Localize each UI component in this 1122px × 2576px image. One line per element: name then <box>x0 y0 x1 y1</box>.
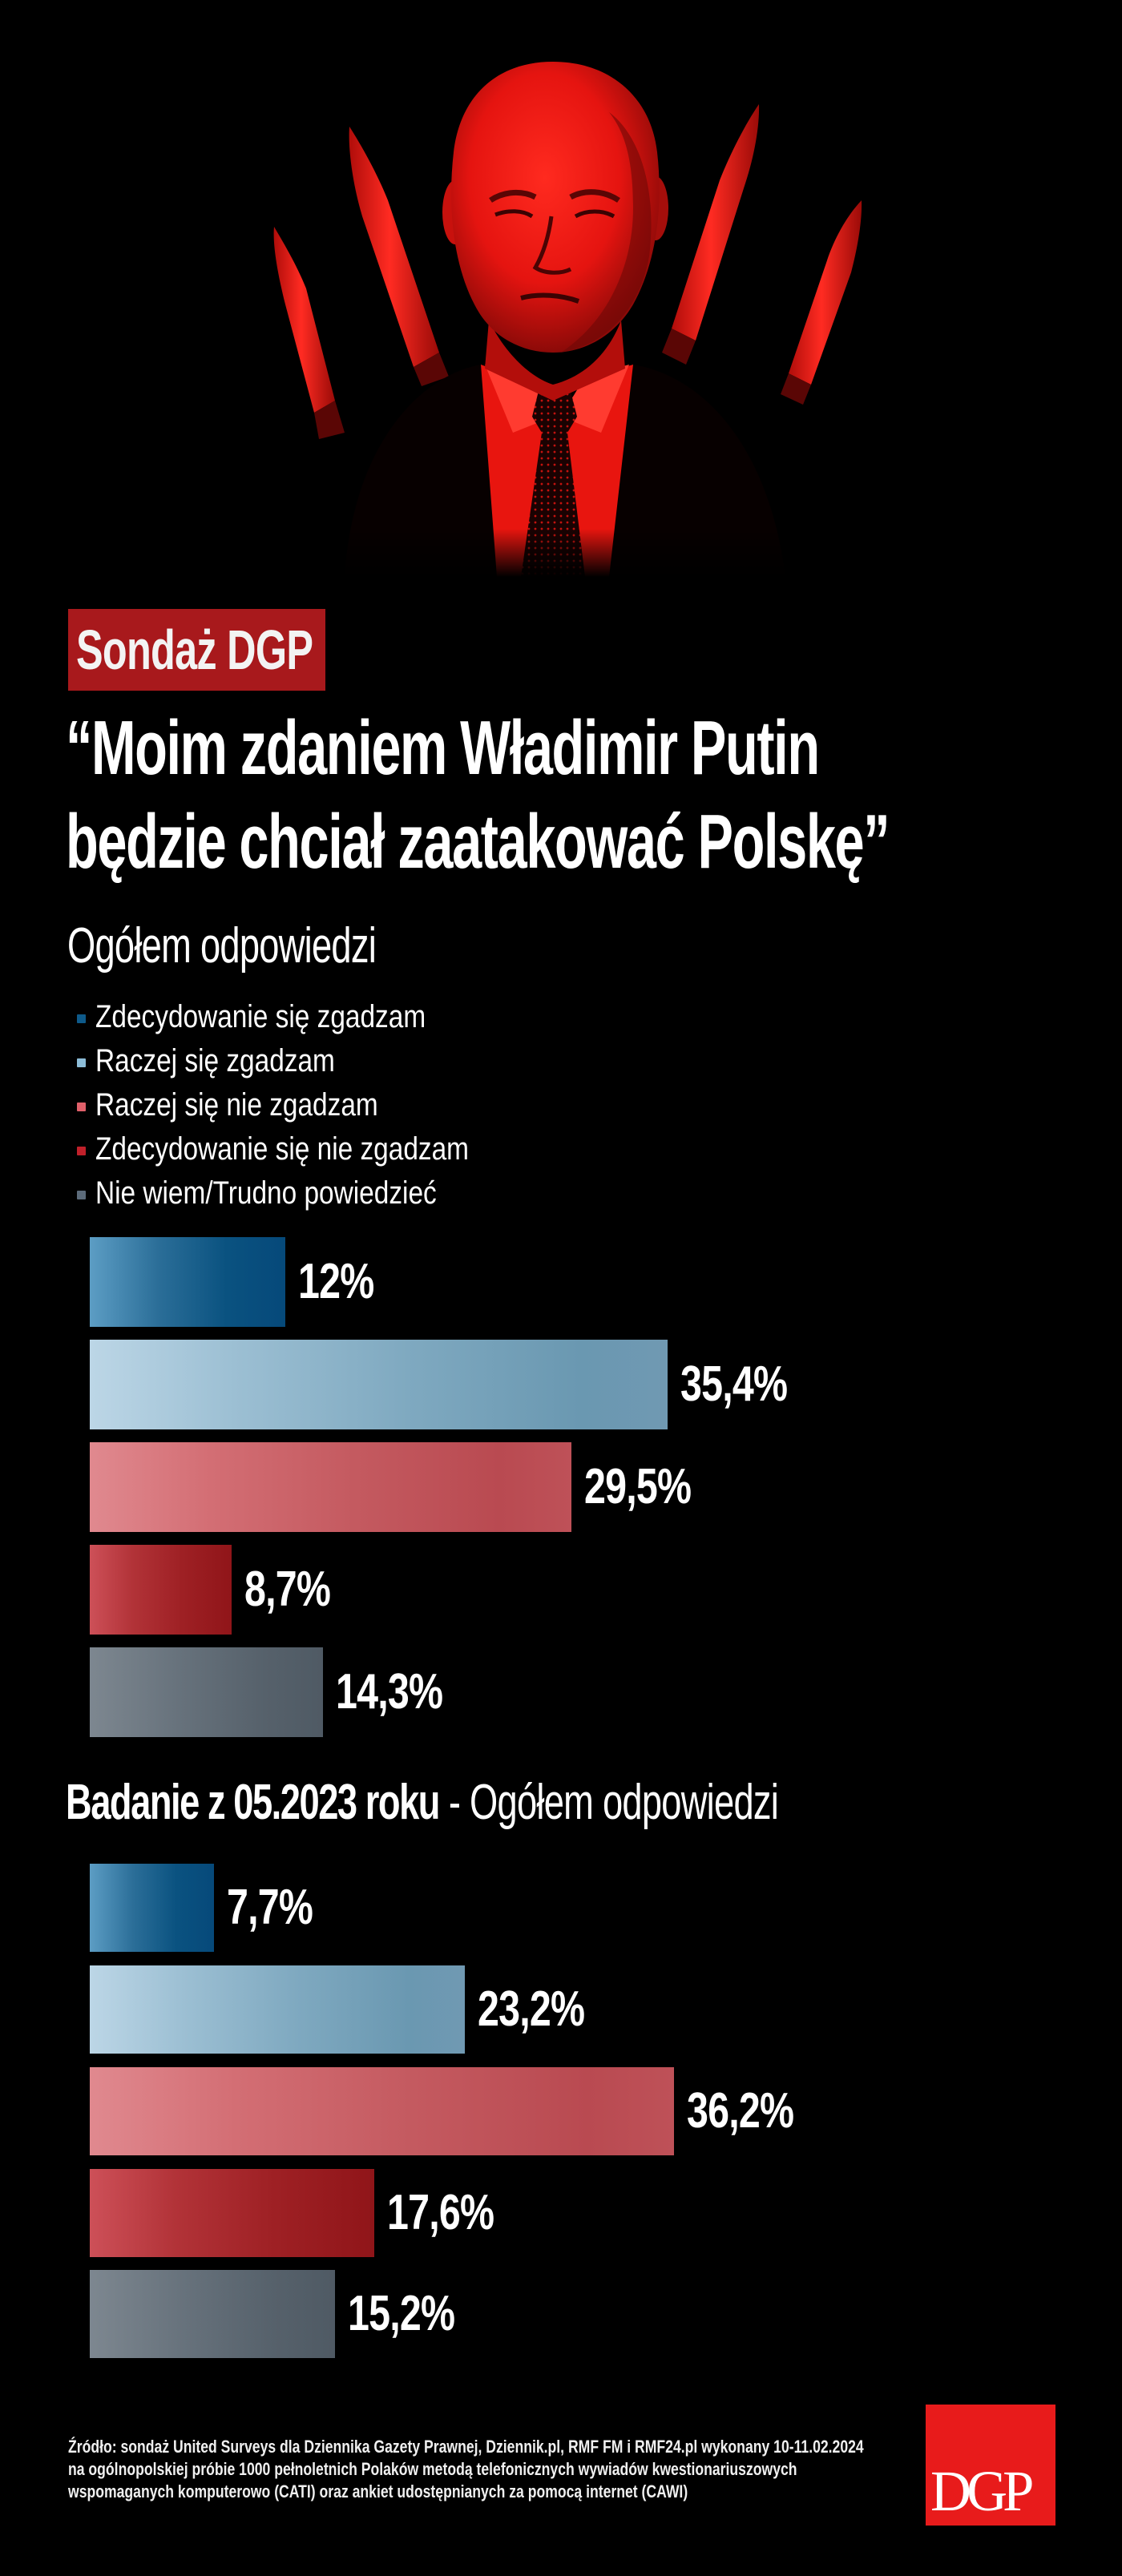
legend-label: Raczej się nie zgadzam <box>95 1087 378 1123</box>
source-line-3: wspomaganych komputerowo (CATI) oraz ank… <box>68 2481 688 2501</box>
bar-value: 23,2% <box>478 1981 585 2037</box>
missile-left-inner <box>349 127 449 386</box>
bar <box>90 2270 335 2358</box>
hero-illustration <box>0 0 1122 577</box>
bar <box>90 2169 374 2257</box>
chart-subtitle: Ogółem odpowiedzi <box>67 918 377 974</box>
legend-swatch-icon <box>77 1191 86 1199</box>
bar-value: 15,2% <box>348 2286 455 2341</box>
bar <box>90 2067 674 2155</box>
dgp-logo-text: DGP <box>930 2459 1034 2523</box>
missile-right-inner <box>662 104 760 365</box>
bar-value: 14,3% <box>336 1664 443 1719</box>
comparison-heading: Badanie z 05.2023 roku - Ogółem odpowied… <box>66 1774 779 1832</box>
legend-swatch-icon <box>77 1147 86 1155</box>
bar-value: 17,6% <box>387 2185 494 2240</box>
bar-value: 12% <box>298 1254 374 1309</box>
bar <box>90 1647 323 1737</box>
dgp-logo: DGP <box>926 2405 1055 2526</box>
putin-missiles-icon <box>0 62 1122 577</box>
legend-swatch-icon <box>77 1058 86 1067</box>
bar <box>90 1965 465 2054</box>
survey-badge: Sondaż DGP <box>68 609 325 691</box>
legend-label: Zdecydowanie się zgadzam <box>95 999 426 1034</box>
legend-label: Raczej się zgadzam <box>95 1043 335 1078</box>
bar-value: 8,7% <box>244 1562 331 1617</box>
legend-swatch-icon <box>77 1014 86 1023</box>
bar <box>90 1545 232 1635</box>
comparison-heading-rest: - Ogółem odpowiedzi <box>438 1775 779 1830</box>
bar <box>90 1442 571 1532</box>
bar <box>90 1237 285 1327</box>
legend-swatch-icon <box>77 1103 86 1111</box>
source-note: Źródło: sondaż United Surveys dla Dzienn… <box>68 2436 1063 2503</box>
bar-value: 35,4% <box>680 1357 788 1412</box>
missile-right-outer <box>781 200 862 405</box>
bar-value: 29,5% <box>584 1459 692 1514</box>
bar <box>90 1864 214 1952</box>
bar-value: 36,2% <box>687 2083 794 2139</box>
source-line-2: na ogólnopolskiej próbie 1000 pełnoletni… <box>68 2459 797 2479</box>
bar <box>90 1340 668 1429</box>
badge-label: Sondaż DGP <box>76 619 313 681</box>
bar-value: 7,7% <box>227 1880 313 1935</box>
chart-title-line-1: “Moim zdaniem Władimir Putin <box>66 705 820 791</box>
missile-left-outer <box>273 227 345 439</box>
legend-label: Nie wiem/Trudno powiedzieć <box>95 1175 437 1211</box>
source-line-1: Źródło: sondaż United Surveys dla Dzienn… <box>68 2437 864 2457</box>
comparison-heading-bold: Badanie z 05.2023 roku <box>66 1775 440 1830</box>
chart-title-line-2: będzie chciał zaatakować Polskę” <box>66 799 890 885</box>
legend-label: Zdecydowanie się nie zgadzam <box>95 1131 470 1167</box>
